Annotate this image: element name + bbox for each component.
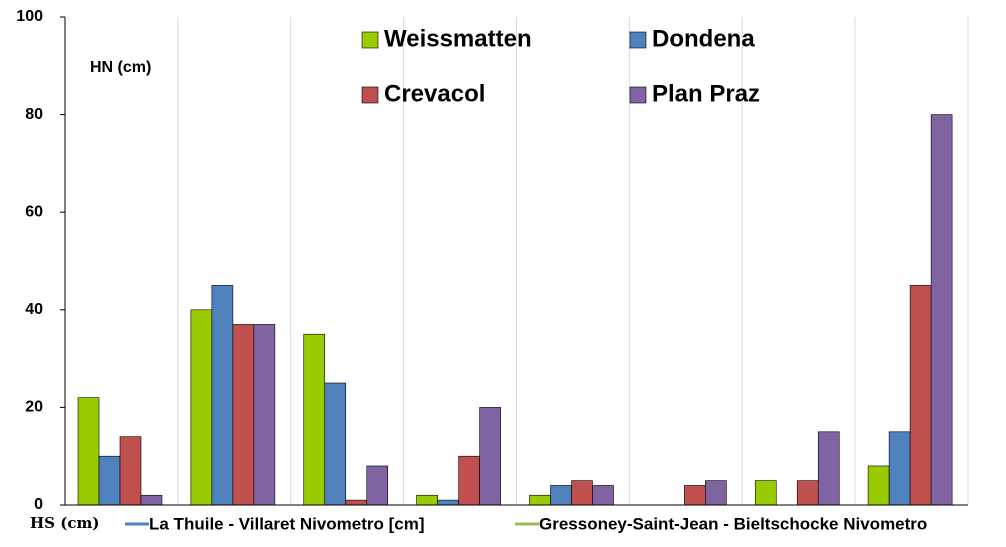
x-axis-label: HS (cm) xyxy=(30,514,99,532)
bar xyxy=(458,455,480,506)
legend-label: Plan Praz xyxy=(652,80,760,107)
legend-label: Gressoney-Saint-Jean - Bieltschocke Nivo… xyxy=(539,514,927,533)
bar xyxy=(253,324,276,506)
bar xyxy=(303,333,326,506)
bar xyxy=(119,436,142,506)
bar xyxy=(930,114,953,506)
y-tick-label: 60 xyxy=(25,203,43,220)
bar xyxy=(571,480,593,506)
legend-swatch xyxy=(361,86,379,104)
bar xyxy=(140,494,163,506)
y-tick-label: 80 xyxy=(25,106,43,123)
bar xyxy=(754,480,777,506)
bar xyxy=(211,285,234,506)
y-tick-label: 0 xyxy=(34,496,43,513)
legend-label: Dondena xyxy=(652,25,755,52)
legend-label: Crevacol xyxy=(384,80,485,107)
bar xyxy=(479,407,501,506)
bar xyxy=(867,465,890,506)
y-tick-label: 40 xyxy=(25,301,43,318)
y-tick-label: 20 xyxy=(25,399,43,416)
bar xyxy=(232,324,255,506)
bar xyxy=(705,480,727,506)
legend-swatch xyxy=(361,31,379,49)
bar xyxy=(684,485,706,506)
legend-swatch xyxy=(629,31,647,49)
y-axis-label: HN (cm) xyxy=(90,59,151,76)
bar xyxy=(550,485,572,506)
bar xyxy=(909,285,932,506)
legend-label: Weissmatten xyxy=(384,25,532,52)
bar xyxy=(437,499,459,506)
bar xyxy=(98,455,121,506)
bar xyxy=(324,382,347,506)
bar xyxy=(345,499,368,506)
bar xyxy=(416,494,438,506)
legend-label: La Thuile - Villaret Nivometro [cm] xyxy=(149,514,425,533)
bar xyxy=(529,494,551,506)
y-tick-label: 100 xyxy=(16,8,43,25)
bar xyxy=(796,480,819,506)
bar xyxy=(592,485,614,506)
legend-swatch xyxy=(629,86,647,104)
bar xyxy=(190,309,213,506)
bar xyxy=(77,397,100,506)
bar xyxy=(366,465,389,506)
bar xyxy=(888,431,911,506)
bar xyxy=(817,431,840,506)
